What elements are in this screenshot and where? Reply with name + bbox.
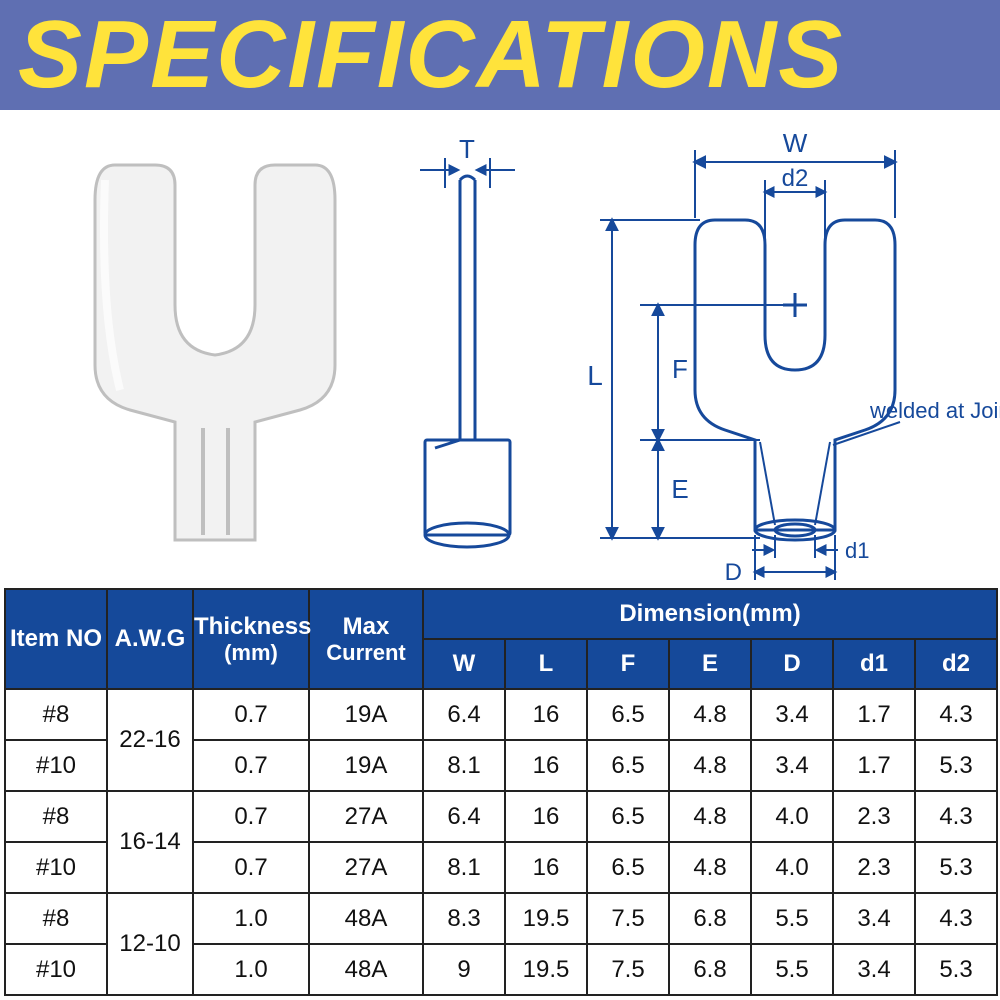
label-joint: welded at Joints — [869, 398, 1000, 423]
spec-diagram: T W d2 L F — [0, 110, 1000, 588]
cell-L: 16 — [505, 842, 587, 893]
table-row: #812-101.048A8.319.57.56.85.53.44.3 — [5, 893, 997, 944]
cell-awg: 22-16 — [107, 689, 193, 791]
cell-d1: 1.7 — [833, 689, 915, 740]
cell-D: 3.4 — [751, 740, 833, 791]
cell-item: #10 — [5, 944, 107, 995]
cell-W: 8.3 — [423, 893, 505, 944]
hdr-dimension: Dimension(mm) — [423, 589, 997, 639]
cell-item: #10 — [5, 740, 107, 791]
cell-W: 9 — [423, 944, 505, 995]
page-title: SPECIFICATIONS — [18, 0, 844, 110]
cell-max: 19A — [309, 689, 423, 740]
cell-L: 19.5 — [505, 944, 587, 995]
cell-d2: 5.3 — [915, 944, 997, 995]
cell-item: #8 — [5, 791, 107, 842]
cell-item: #8 — [5, 689, 107, 740]
cell-d2: 4.3 — [915, 689, 997, 740]
cell-awg: 12-10 — [107, 893, 193, 995]
hdr-d1: d1 — [833, 639, 915, 689]
product-illustration — [95, 165, 335, 540]
cell-d1: 3.4 — [833, 893, 915, 944]
cell-thk: 0.7 — [193, 791, 309, 842]
cell-L: 16 — [505, 740, 587, 791]
label-d2: d2 — [782, 165, 809, 192]
label-W: W — [783, 128, 808, 158]
side-view-diagram — [420, 158, 515, 547]
cell-d1: 1.7 — [833, 740, 915, 791]
cell-awg: 16-14 — [107, 791, 193, 893]
label-E: E — [671, 474, 688, 504]
front-view-diagram — [695, 220, 895, 540]
cell-F: 6.5 — [587, 740, 669, 791]
cell-d2: 4.3 — [915, 791, 997, 842]
cell-d2: 4.3 — [915, 893, 997, 944]
cell-D: 5.5 — [751, 893, 833, 944]
cell-F: 6.5 — [587, 689, 669, 740]
cell-thk: 1.0 — [193, 944, 309, 995]
cell-E: 4.8 — [669, 791, 751, 842]
cell-d2: 5.3 — [915, 740, 997, 791]
spec-table: Item NO A.W.G Thickness (mm) Max Current… — [4, 588, 998, 996]
cell-W: 8.1 — [423, 740, 505, 791]
cell-max: 27A — [309, 791, 423, 842]
cell-E: 4.8 — [669, 689, 751, 740]
label-D: D — [725, 559, 742, 586]
hdr-E: E — [669, 639, 751, 689]
table-row: #822-160.719A6.4166.54.83.41.74.3 — [5, 689, 997, 740]
header-bar: SPECIFICATIONS — [0, 0, 1000, 110]
hdr-item: Item NO — [5, 589, 107, 689]
cell-d2: 5.3 — [915, 842, 997, 893]
hdr-F: F — [587, 639, 669, 689]
cell-max: 27A — [309, 842, 423, 893]
cell-L: 16 — [505, 791, 587, 842]
cell-thk: 1.0 — [193, 893, 309, 944]
hdr-d2: d2 — [915, 639, 997, 689]
cell-item: #10 — [5, 842, 107, 893]
cell-D: 3.4 — [751, 689, 833, 740]
label-T: T — [459, 134, 475, 164]
cell-L: 19.5 — [505, 893, 587, 944]
hdr-awg: A.W.G — [107, 589, 193, 689]
hdr-max-current: Max Current — [309, 589, 423, 689]
table-body: #822-160.719A6.4166.54.83.41.74.3#100.71… — [5, 689, 997, 995]
cell-thk: 0.7 — [193, 842, 309, 893]
cell-d1: 2.3 — [833, 791, 915, 842]
cell-thk: 0.7 — [193, 740, 309, 791]
cell-F: 6.5 — [587, 791, 669, 842]
cell-max: 48A — [309, 893, 423, 944]
cell-D: 4.0 — [751, 842, 833, 893]
cell-F: 6.5 — [587, 842, 669, 893]
cell-max: 19A — [309, 740, 423, 791]
cell-L: 16 — [505, 689, 587, 740]
diagram-area: T W d2 L F — [0, 110, 1000, 588]
table-header: Item NO A.W.G Thickness (mm) Max Current… — [5, 589, 997, 689]
cell-W: 6.4 — [423, 791, 505, 842]
cell-F: 7.5 — [587, 944, 669, 995]
cell-W: 8.1 — [423, 842, 505, 893]
label-F: F — [672, 354, 688, 384]
cell-d1: 3.4 — [833, 944, 915, 995]
cell-W: 6.4 — [423, 689, 505, 740]
cell-E: 6.8 — [669, 893, 751, 944]
cell-thk: 0.7 — [193, 689, 309, 740]
cell-max: 48A — [309, 944, 423, 995]
label-d1: d1 — [845, 538, 869, 563]
hdr-W: W — [423, 639, 505, 689]
cell-E: 4.8 — [669, 740, 751, 791]
cell-item: #8 — [5, 893, 107, 944]
table-row: #816-140.727A6.4166.54.84.02.34.3 — [5, 791, 997, 842]
cell-E: 4.8 — [669, 842, 751, 893]
cell-D: 4.0 — [751, 791, 833, 842]
cell-E: 6.8 — [669, 944, 751, 995]
hdr-thickness: Thickness (mm) — [193, 589, 309, 689]
hdr-D: D — [751, 639, 833, 689]
hdr-L: L — [505, 639, 587, 689]
cell-F: 7.5 — [587, 893, 669, 944]
cell-d1: 2.3 — [833, 842, 915, 893]
cell-D: 5.5 — [751, 944, 833, 995]
label-L: L — [587, 360, 603, 391]
